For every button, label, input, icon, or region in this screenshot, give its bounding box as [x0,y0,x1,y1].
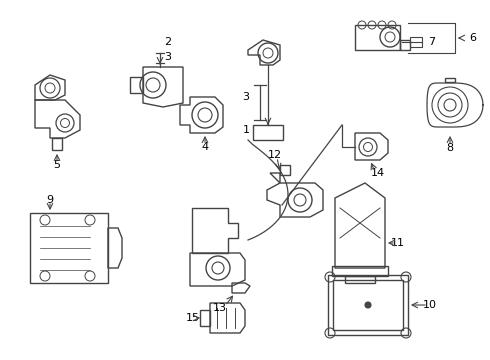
Text: 10: 10 [423,300,437,310]
Text: 11: 11 [391,238,405,248]
Text: 12: 12 [268,150,282,160]
Text: 7: 7 [428,37,436,47]
Text: 5: 5 [53,160,60,170]
Text: 14: 14 [371,168,385,178]
Text: 9: 9 [47,195,53,205]
Text: 6: 6 [469,33,476,43]
Text: 13: 13 [213,303,227,313]
Text: 8: 8 [446,143,454,153]
Text: 1: 1 [243,125,249,135]
Circle shape [365,302,371,308]
Text: 3: 3 [243,92,249,102]
Text: 15: 15 [186,313,200,323]
Text: 2: 2 [165,37,172,47]
Bar [410,37,422,47]
Text: 3: 3 [165,52,172,62]
Text: 4: 4 [201,142,209,152]
